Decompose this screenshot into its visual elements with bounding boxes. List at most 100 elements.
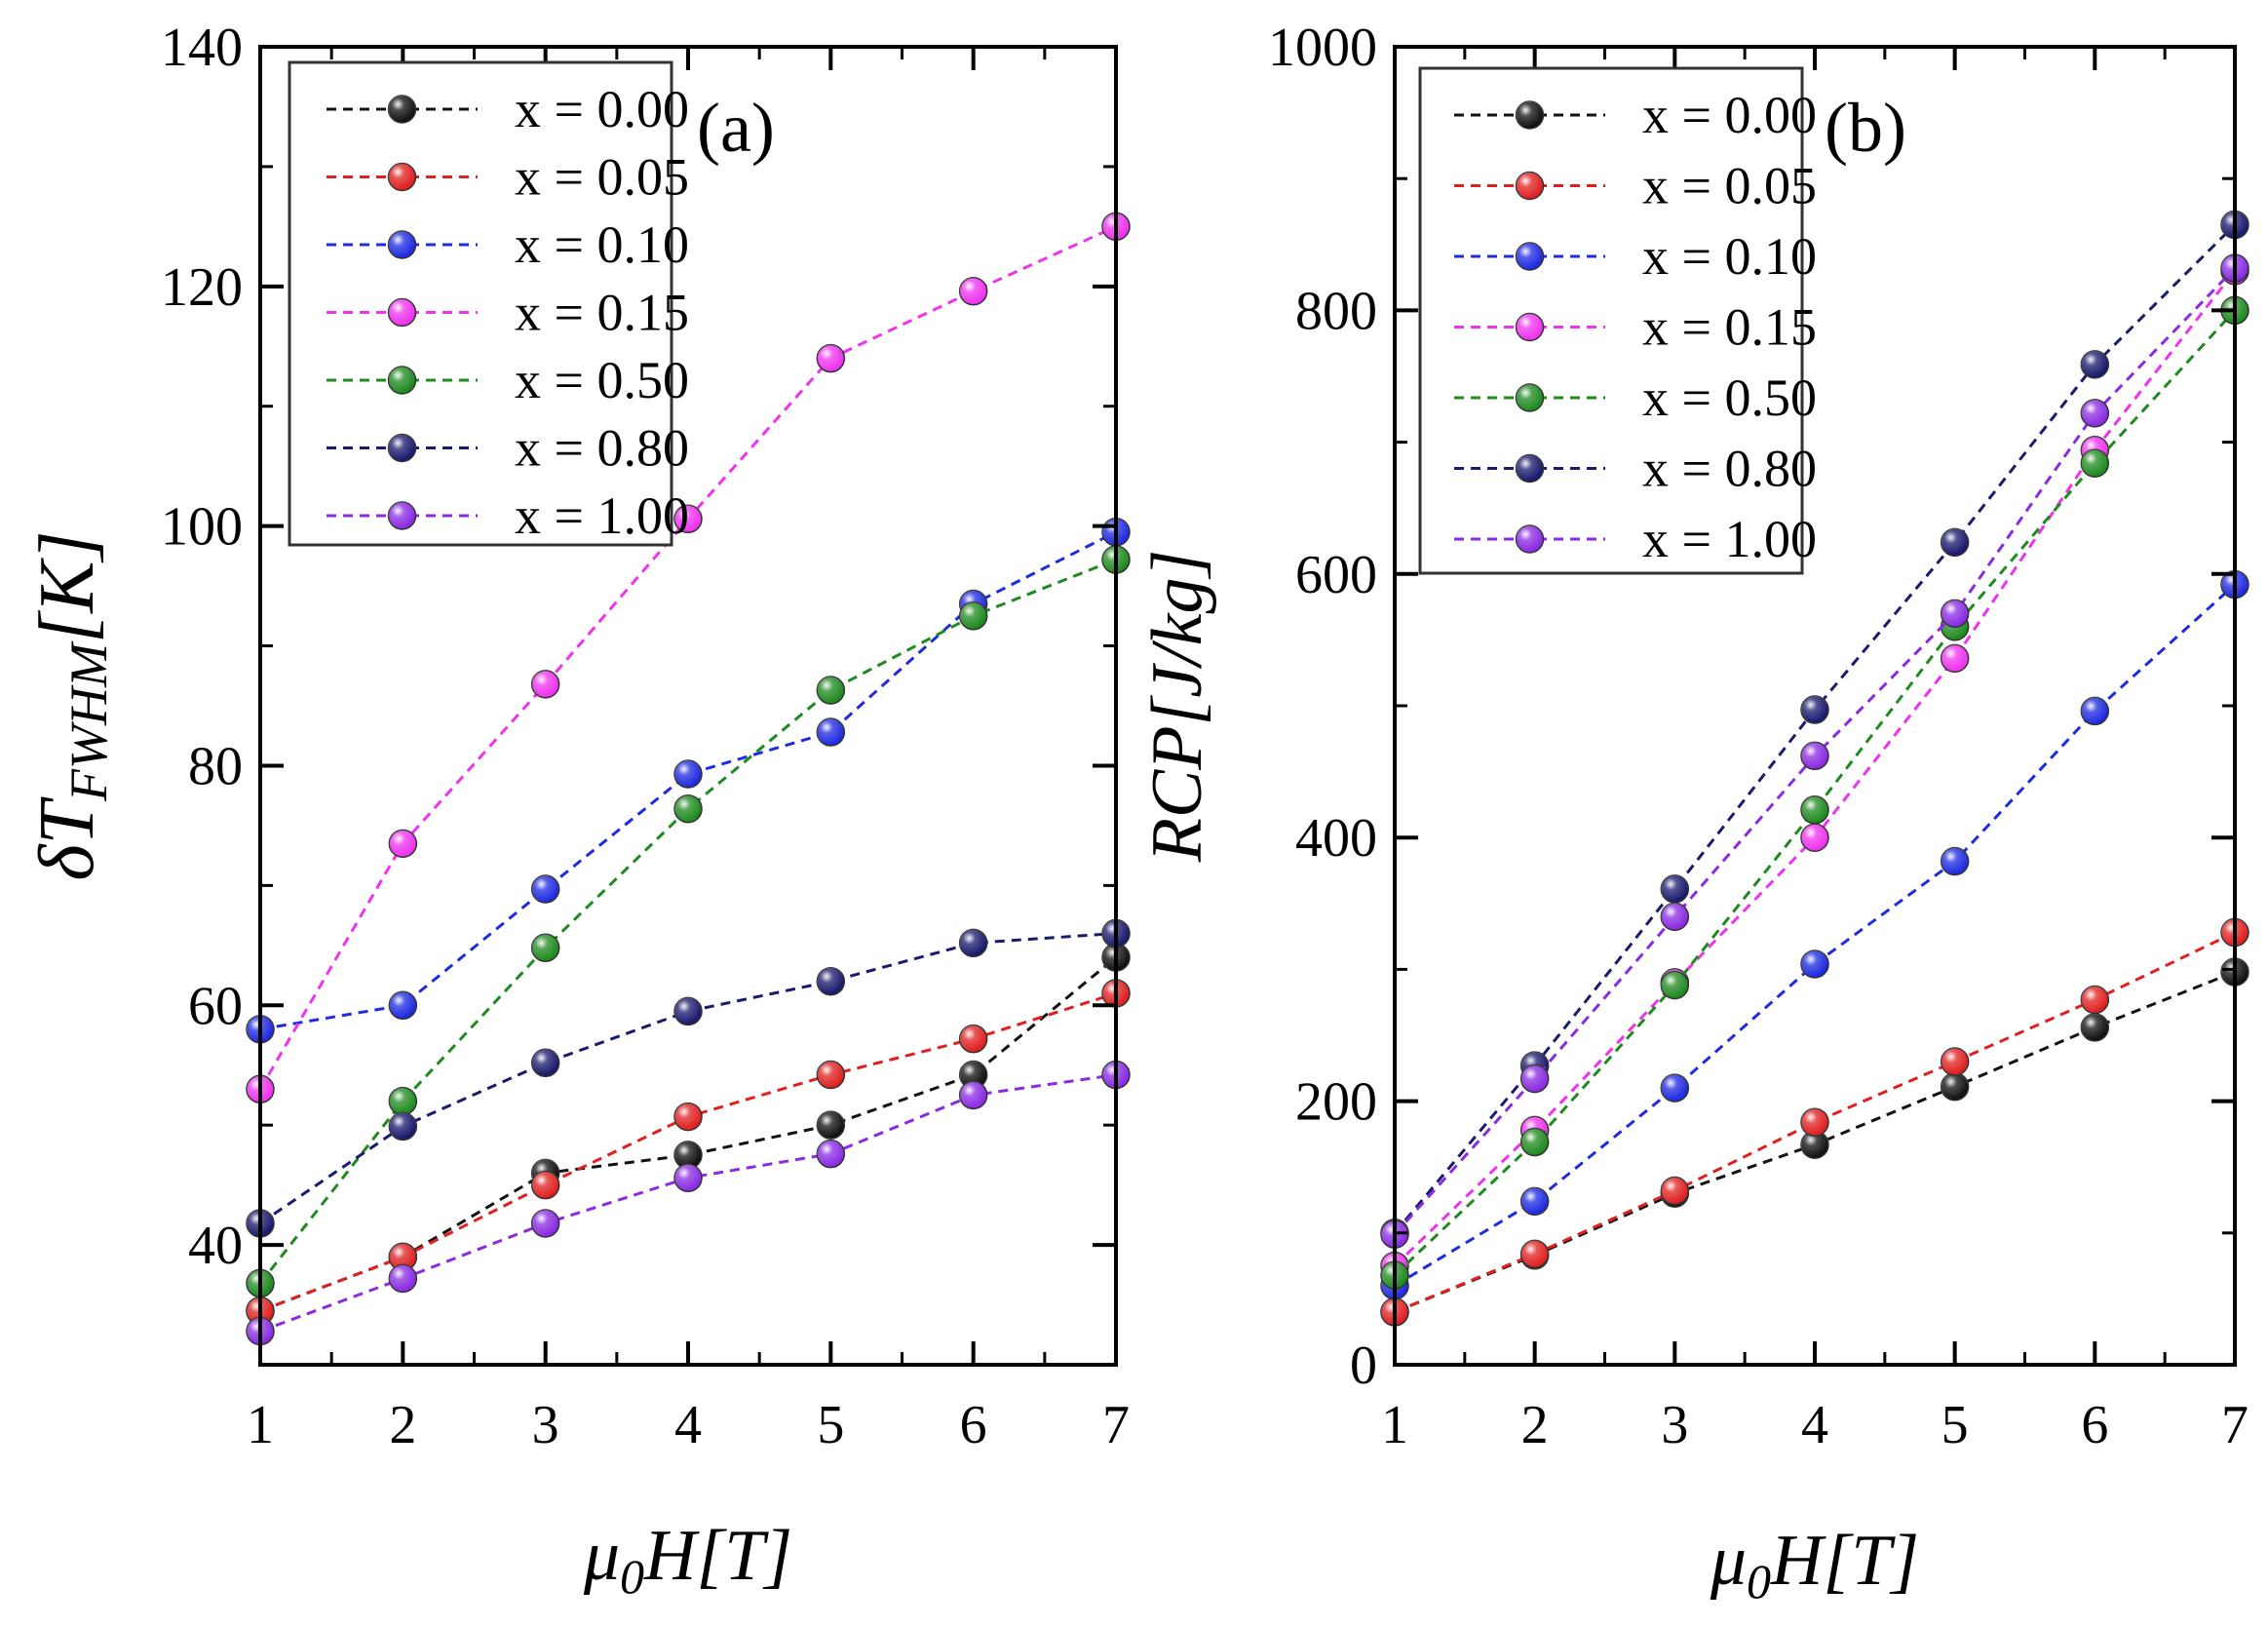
- panel-b-data-point-highlight: [1661, 971, 1689, 999]
- panel-a-data-point-highlight: [674, 760, 702, 789]
- panel-a-legend-marker-highlight: [388, 502, 416, 529]
- panel-b-x-tick-label: 4: [1801, 1395, 1828, 1455]
- panel-b-data-point-highlight: [1520, 1128, 1549, 1156]
- panel-a-data-point-highlight: [817, 344, 845, 372]
- panel-a-x-tick-label: 2: [389, 1395, 416, 1455]
- panel-a-data-point-highlight: [389, 991, 417, 1020]
- panel-b-legend-box: [1418, 66, 1804, 575]
- panel-b-label: (b): [1825, 89, 1906, 167]
- panel-b-x-tick-label: 5: [1941, 1395, 1969, 1455]
- panel-b-y-tick-label: 0: [1350, 1336, 1377, 1396]
- panel-b-y-tick-label: 200: [1295, 1072, 1377, 1133]
- panel-b-legend-label: x = 0.10: [1642, 227, 1817, 286]
- panel-b-legend-label: x = 0.50: [1642, 368, 1817, 427]
- panel-a-data-point-highlight: [674, 997, 702, 1026]
- panel-b-x-tick-label: 6: [2081, 1395, 2108, 1455]
- panel-a-y-tick-label: 60: [188, 976, 243, 1036]
- panel-b-data-point-highlight: [1520, 1065, 1549, 1093]
- panel-b-series-line-2: [1394, 583, 2237, 1288]
- panel-b-legend-label: x = 0.15: [1642, 298, 1817, 357]
- panel-a-data-point-highlight: [674, 1103, 702, 1131]
- panel-b-data-point-highlight: [2081, 350, 2109, 378]
- panel-b-x-axis-label: μ0H[T]: [1710, 1521, 1919, 1608]
- panel-a-data-point-highlight: [674, 794, 702, 823]
- panel-b-data-point-highlight: [2081, 1013, 2109, 1041]
- panel-b-data-point-highlight: [1520, 1187, 1549, 1216]
- panel-a-data-point-highlight: [389, 1264, 417, 1293]
- panel-a-data-point-highlight: [817, 1061, 845, 1089]
- panel-b-x-tick-label: 2: [1521, 1395, 1549, 1455]
- panel-a-x-tick-label: 4: [674, 1395, 702, 1455]
- panel-a-data-point-highlight: [674, 1164, 702, 1192]
- panel-a-data-point-highlight: [674, 505, 702, 533]
- panel-a-data-point-highlight: [674, 1141, 702, 1169]
- panel-b-legend-marker-highlight: [1516, 243, 1544, 270]
- panel-b-data-point-highlight: [1801, 1131, 1828, 1159]
- panel-a-legend-label: x = 0.00: [515, 80, 689, 138]
- panel-a-legend-marker-highlight: [388, 163, 416, 191]
- panel-b-data-point-highlight: [1941, 1072, 1969, 1101]
- panel-a-legend-marker-highlight: [388, 96, 416, 123]
- panel-a-data-point-highlight: [389, 1243, 417, 1271]
- panel-a-legend-label: x = 1.00: [515, 486, 689, 545]
- panel-b-data-point-highlight: [1661, 903, 1689, 931]
- panel-a-legend-marker-highlight: [388, 367, 416, 394]
- panel-a-legend-marker-highlight: [388, 434, 416, 462]
- panel-a-x-tick-label: 1: [247, 1395, 274, 1455]
- panel-b-legend-label: x = 1.00: [1642, 510, 1817, 568]
- panel-a-data-point-highlight: [817, 718, 845, 747]
- panel-b-legend-marker-highlight: [1516, 313, 1544, 341]
- panel-b-data-point-highlight: [1941, 528, 1969, 557]
- panel-b-legend: x = 0.00 x = 0.05 x = 0.10 x = 0.15 x = 0.50…: [1418, 66, 1817, 575]
- panel-b-x-tick-label: 1: [1381, 1395, 1408, 1455]
- panel-b-data-point-highlight: [1661, 1074, 1689, 1103]
- panel-b-data-point-highlight: [2081, 697, 2109, 725]
- panel-a-x-tick-label: 5: [817, 1395, 844, 1455]
- panel-a-legend-label: x = 0.50: [515, 351, 689, 409]
- panel-b-data-point-highlight: [1941, 644, 1969, 673]
- panel-a-y-tick-label: 140: [161, 18, 243, 78]
- panel-b-legend-marker-highlight: [1516, 172, 1544, 200]
- panel-b-data-point-highlight: [2081, 449, 2109, 478]
- panel-a-data-point-highlight: [389, 830, 417, 858]
- panel-a-data-point-highlight: [959, 277, 987, 305]
- panel-a-data-point-highlight: [389, 1112, 417, 1141]
- panel-b-y-tick-label: 800: [1295, 281, 1377, 341]
- panel-a-data-point-highlight: [531, 1171, 559, 1199]
- panel-b-data-point-highlight: [1801, 1108, 1828, 1137]
- panel-b-data-point-highlight: [1941, 847, 1969, 875]
- panel-a-data-point-highlight: [817, 1140, 845, 1168]
- panel-a-data-point-highlight: [959, 1025, 987, 1053]
- panel-a-data-point-highlight: [531, 934, 559, 962]
- panel-b-data-point-highlight: [2081, 399, 2109, 427]
- panel-a-legend-label: x = 0.80: [515, 419, 689, 478]
- panel-a-legend-label: x = 0.10: [515, 215, 689, 274]
- panel-a-data-point-highlight: [817, 1111, 845, 1140]
- panel-a-y-tick-label: 100: [161, 497, 243, 558]
- panel-b-y-tick-label: 600: [1295, 545, 1377, 605]
- panel-a-y-tick-label: 80: [188, 736, 243, 796]
- panel-a-data-point-highlight: [817, 677, 845, 705]
- panel-b-legend-label: x = 0.05: [1642, 157, 1817, 215]
- panel-b-data-point-highlight: [1801, 696, 1828, 724]
- panel-b-data-point-highlight: [1801, 795, 1828, 824]
- panel-a-x-tick-label: 6: [960, 1395, 987, 1455]
- panel-a-legend: x = 0.00 x = 0.05 x = 0.10 x = 0.15 x = 0.50…: [288, 60, 689, 547]
- panel-b-data-point-highlight: [1801, 742, 1828, 770]
- panel-b-data-point-highlight: [1941, 1048, 1969, 1076]
- panel-a-x-tick-label: 3: [532, 1395, 559, 1455]
- panel-a-data-point-highlight: [959, 601, 987, 630]
- panel-a-y-tick-label: 40: [188, 1216, 243, 1276]
- panel-a-label: (a): [697, 89, 775, 167]
- panel-b-legend-marker-highlight: [1516, 525, 1544, 553]
- panel-b-legend-label: x = 0.80: [1642, 440, 1817, 498]
- panel-a-data-point-highlight: [531, 1209, 559, 1237]
- panel-b-data-point-highlight: [1801, 949, 1828, 978]
- panel-a-legend-marker-highlight: [388, 298, 416, 327]
- panel-b-y-tick-label: 1000: [1268, 18, 1377, 78]
- panel-a-data-point-highlight: [531, 875, 559, 904]
- panel-b-data-point-highlight: [1661, 1177, 1689, 1205]
